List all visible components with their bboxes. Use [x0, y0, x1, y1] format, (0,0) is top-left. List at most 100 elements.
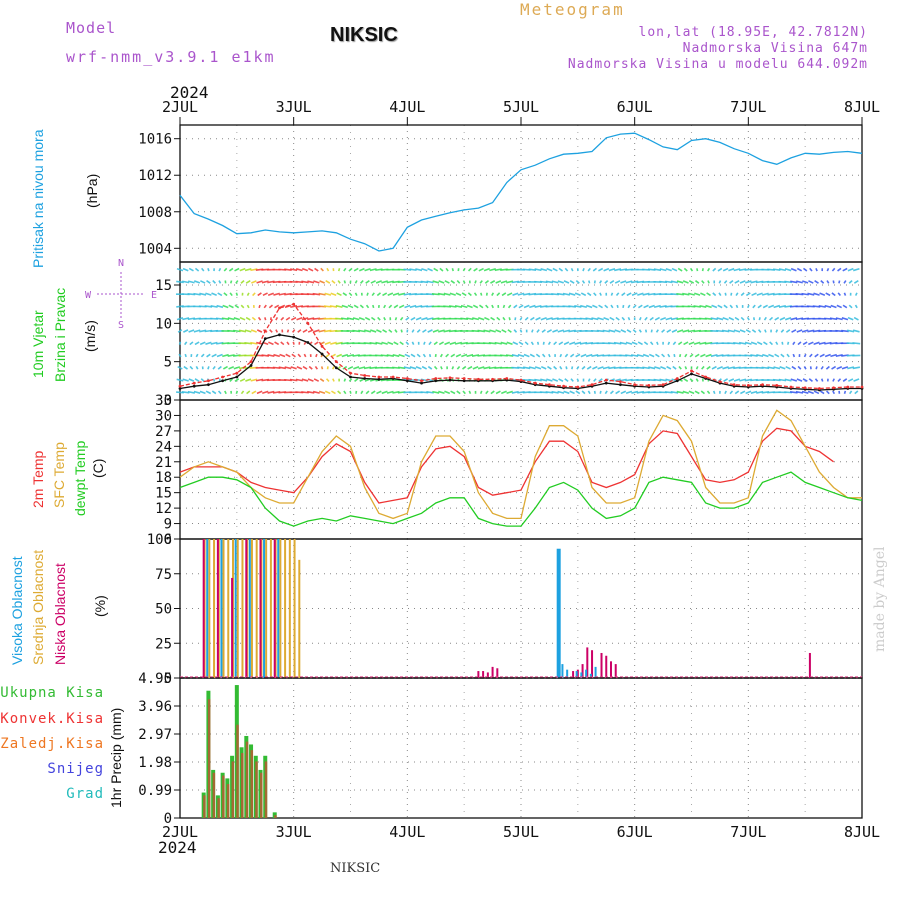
wind-barb-arrow	[558, 341, 564, 346]
wind-barb-arrow	[671, 329, 678, 333]
cloud-bar-low	[273, 539, 276, 678]
wind-barb-arrow	[376, 292, 382, 297]
wind-barb-arrow	[767, 292, 775, 296]
compass-letter-E: E	[151, 290, 157, 301]
wind-barb-arrow	[348, 267, 353, 272]
wind-barb-arrow	[438, 341, 444, 346]
wind-barb-arrow	[534, 366, 542, 370]
wind-barb-arrow	[490, 390, 495, 395]
cloud-bar-high	[263, 539, 266, 678]
series-point-wind_gust	[619, 380, 622, 383]
series-point-wind_speed	[675, 379, 679, 383]
wind-barb-arrow	[848, 280, 853, 284]
wind-barb-arrow	[235, 292, 239, 296]
wind-barb-arrow	[661, 353, 666, 358]
wind-barb-arrow	[411, 341, 415, 345]
wind-barb-arrow	[706, 292, 711, 297]
wind-barb-arrow	[575, 280, 580, 284]
wind-barb-arrow	[502, 316, 506, 321]
wind-barb-arrow	[780, 353, 785, 358]
temp-axis-label-sfc: SFC Temp	[51, 442, 67, 508]
wind-barb-arrow	[705, 304, 712, 309]
cloud-bar-low	[496, 668, 499, 678]
wind-barb-arrow	[337, 280, 341, 284]
wind-barb-arrow	[580, 304, 587, 309]
series-point-wind_gust	[576, 385, 580, 389]
wind-barb-arrow	[343, 390, 347, 395]
wind-barb-arrow	[819, 292, 826, 296]
series-point-wind_speed	[192, 384, 196, 388]
wind-barb-arrow	[439, 353, 443, 358]
wind-barb-arrow	[819, 353, 825, 358]
series-point-wind_speed	[249, 364, 253, 367]
wind-barb-arrow	[462, 267, 466, 272]
wind-barb-arrow	[507, 304, 512, 309]
wind-barb-arrow	[222, 304, 229, 309]
temp-unit-label: (C)	[90, 458, 106, 478]
wind-barb-arrow	[404, 304, 411, 309]
wind-barb-arrow	[336, 292, 342, 297]
wind-barb-arrow	[530, 316, 535, 321]
wind-barb-arrow	[711, 304, 718, 309]
wind-barb-arrow	[388, 304, 393, 309]
wind-barb-arrow	[647, 268, 656, 271]
wind-barb-arrow	[296, 365, 303, 370]
wind-barb-arrow	[824, 353, 831, 358]
wind-barb-arrow	[802, 378, 808, 382]
model-elevation-label: Nadmorska Visina u modelu 644.092m	[567, 57, 868, 72]
precip-bar-convective	[236, 724, 239, 818]
x-tick-top-1: 3JUL	[276, 98, 312, 116]
wind-barb-arrow	[370, 390, 376, 395]
wind-barb-arrow	[188, 329, 195, 333]
wind-barb-arrow	[207, 268, 210, 272]
wind-barb-arrow	[847, 366, 855, 370]
wind-barb-arrow	[239, 378, 246, 382]
wind-barb-arrow	[614, 378, 621, 382]
wind-barb-arrow	[489, 268, 496, 272]
wind-axis-label-1: 10m Vjetar	[30, 310, 46, 378]
wind-barb-arrow	[632, 329, 637, 333]
x-tick-top-3: 5JUL	[503, 98, 539, 116]
wind-barb-arrow	[177, 329, 183, 333]
wind-barb-arrow	[513, 304, 518, 309]
precip-bar-convective	[203, 795, 206, 818]
wind-barb-arrow	[229, 292, 233, 297]
wind-barb-arrow	[240, 304, 245, 309]
wind-barb-arrow	[354, 280, 358, 284]
wind-barb-arrow	[218, 280, 222, 284]
wind-barb-arrow	[218, 267, 222, 272]
series-point-wind_gust	[633, 383, 637, 387]
series-line-dewpoint	[179, 471, 863, 527]
wind-barb-arrow	[638, 329, 642, 333]
wind-barb-arrow	[610, 292, 614, 296]
wind-barb-arrow	[779, 366, 786, 370]
wind-barb-arrow	[346, 353, 355, 358]
series-point-wind_speed	[448, 378, 452, 382]
x-tick-bottom-2: 4JUL	[389, 823, 425, 841]
wind-barb-arrow	[512, 292, 519, 296]
cloud-bar-low	[581, 664, 584, 678]
cloud-bar-mid	[241, 539, 244, 678]
wind-barb-arrow	[278, 292, 286, 296]
wind-barb-arrow	[596, 329, 605, 333]
wind-barb-arrow	[496, 292, 501, 297]
wind-barb-arrow	[853, 378, 860, 382]
y-tick-label-temperature: 24	[155, 439, 172, 455]
wind-barb-arrow	[519, 316, 523, 321]
wind-barb-arrow	[650, 329, 653, 333]
wind-barb-arrow	[815, 267, 818, 272]
wind-barb-arrow	[570, 267, 574, 272]
series-point-wind_gust	[292, 302, 296, 306]
wind-barb-arrow	[421, 267, 428, 272]
wind-barb-arrow	[678, 365, 682, 370]
wind-barb-arrow	[547, 341, 551, 346]
wind-barb-arrow	[340, 317, 349, 321]
wind-barb-arrow	[710, 317, 718, 321]
wind-barb-arrow	[694, 390, 700, 395]
wind-barb-arrow	[267, 354, 275, 358]
lonlat-label: lon,lat (18.95E, 42.7812N)	[638, 25, 868, 40]
wind-barb-arrow	[227, 354, 235, 357]
cloud-bar-mid	[250, 539, 253, 678]
wind-barb-arrow	[291, 329, 296, 333]
wind-barb-arrow	[712, 390, 716, 395]
